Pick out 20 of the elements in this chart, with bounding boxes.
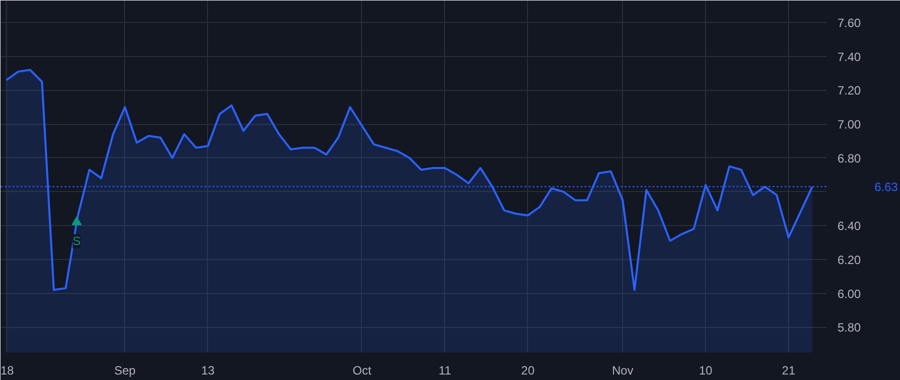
x-tick-label: 20 xyxy=(521,364,535,378)
x-tick-label: 11 xyxy=(438,364,452,378)
y-tick-label: 6.00 xyxy=(838,286,862,301)
x-tick-label: Nov xyxy=(612,364,634,378)
y-tick-label: 6.40 xyxy=(838,219,862,234)
y-tick-label: 6.80 xyxy=(838,151,862,166)
x-tick-label: 10 xyxy=(698,364,713,378)
ref-line-label: 6.63 xyxy=(874,180,898,194)
y-tick-label: 7.40 xyxy=(838,50,862,64)
y-tick-label: 7.00 xyxy=(838,118,862,132)
x-tick-label: 13 xyxy=(201,364,215,378)
y-tick-label: 5.80 xyxy=(838,320,862,335)
y-tick-label: 7.60 xyxy=(838,16,862,30)
x-tick-label: 21 xyxy=(782,364,796,378)
x-tick-label: Oct xyxy=(352,364,372,378)
y-tick-label: 7.20 xyxy=(838,84,862,98)
annotation: S xyxy=(72,234,81,248)
y-tick-label: 6.20 xyxy=(838,252,862,267)
x-tick-label: Sep xyxy=(114,364,136,378)
x-tick-label: 18 xyxy=(0,364,14,378)
